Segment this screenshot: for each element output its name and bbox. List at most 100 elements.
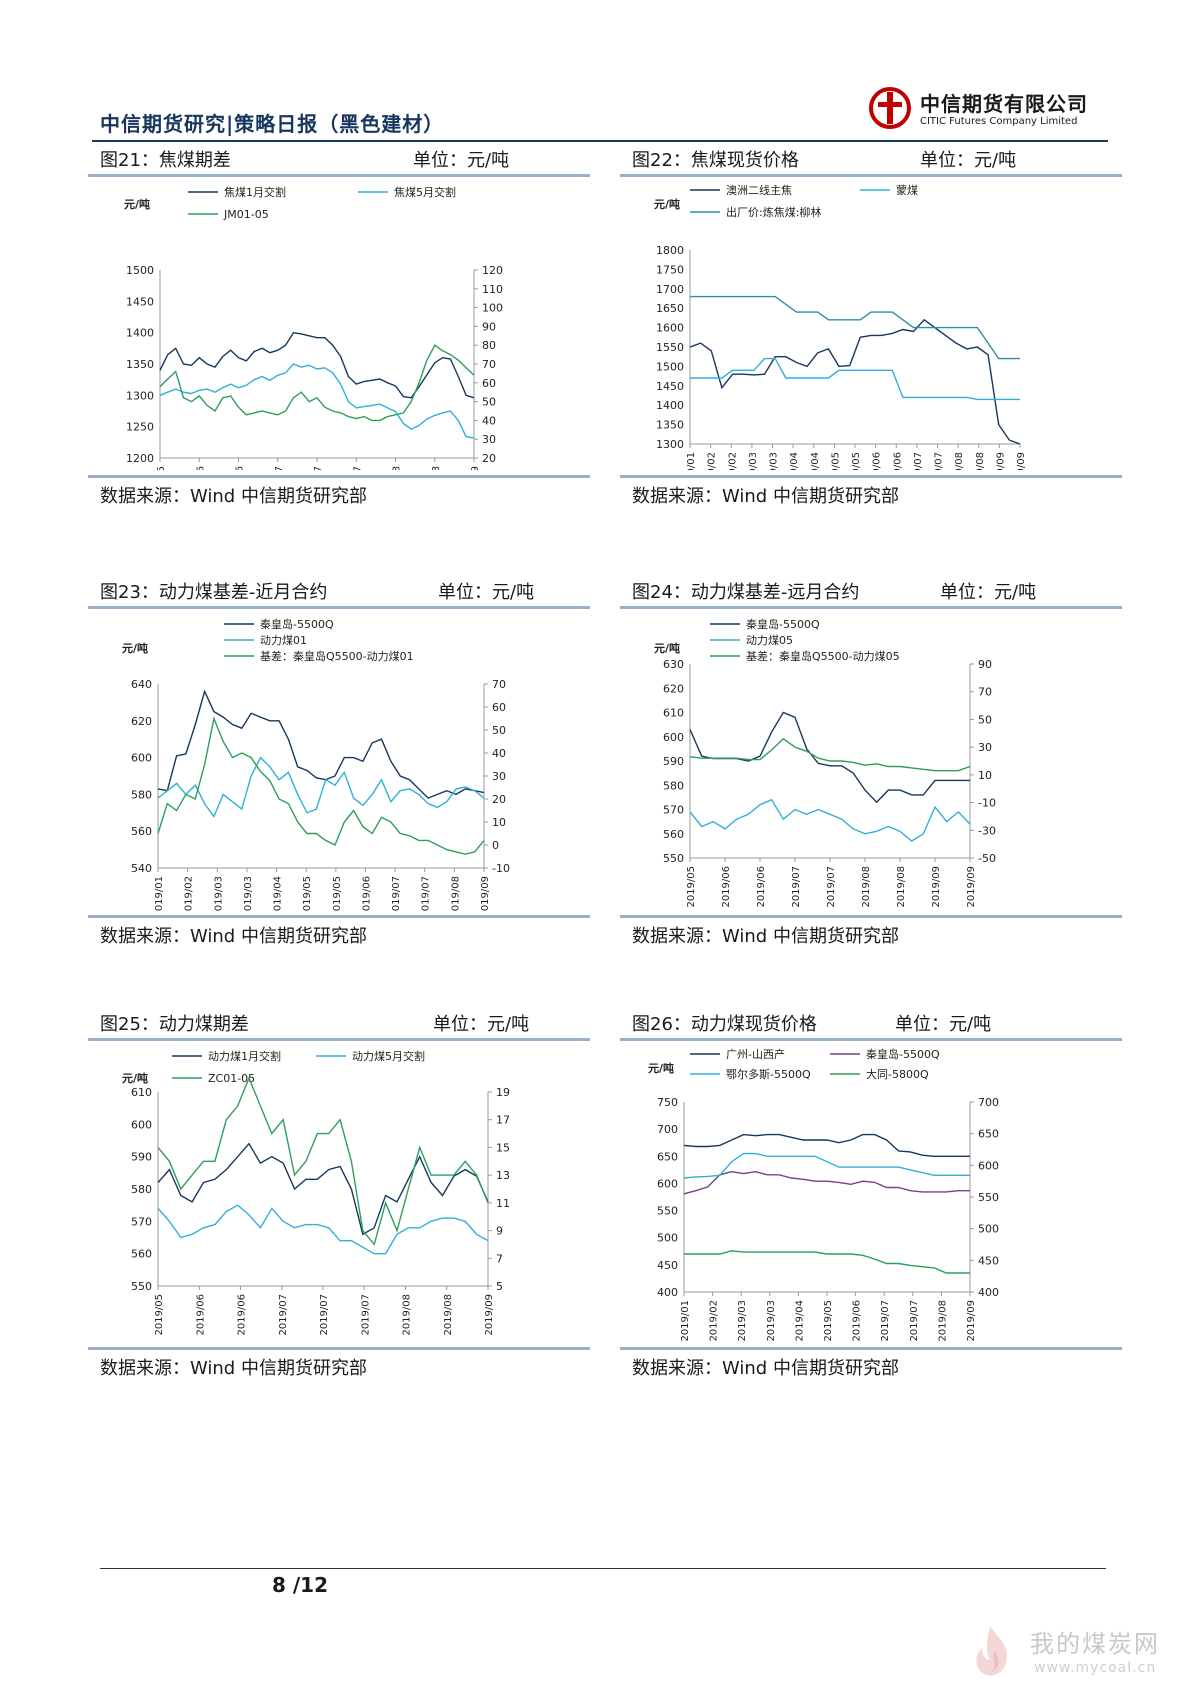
series-line [157,1076,489,1246]
x-tick-label: 2019/07 [913,452,924,470]
figure-source: 数据来源：Wind 中信期货研究部 [100,926,367,947]
figure-unit: 单位：元/吨 [413,150,510,171]
y-tick-label: 1400 [656,399,684,412]
y2-tick-label: 19 [496,1086,510,1099]
series-line [683,1133,970,1158]
y-tick-label: 1250 [126,421,154,434]
y2-tick-label: 15 [496,1141,510,1154]
y-tick-label: 1450 [126,295,154,308]
y-tick-label: 580 [131,788,152,801]
y-tick-label: 560 [131,1248,152,1261]
y-unit-label: 元/吨 [654,197,680,211]
x-tick-label: 2019/09 [995,452,1006,470]
y2-tick-label: 110 [482,283,503,296]
figure-bottom-rule [620,1347,1122,1350]
series-line [689,737,971,772]
y-tick-label: 570 [131,1215,152,1228]
y-tick-label: 610 [663,707,684,720]
series-line [684,1250,970,1274]
y-tick-label: 1400 [126,327,154,340]
y-tick-label: 1200 [126,452,154,465]
figure-unit: 单位：元/吨 [895,1014,992,1035]
x-tick-label: 2019/06 [872,452,883,470]
y2-tick-label: 50 [482,396,496,409]
legend-label: 焦煤1月交割 [224,185,286,199]
figure-source: 数据来源：Wind 中信期货研究部 [632,1358,899,1379]
x-tick-label: 2019/01 [686,452,697,470]
x-tick-label: 2019/04 [810,452,821,470]
x-tick-label: 2019/07 [826,866,837,908]
x-tick-label: 2019/06 [721,866,732,908]
x-tick-label: 2019/04 [789,452,800,470]
legend-label: 焦煤5月交割 [394,185,456,199]
series-line [157,716,485,855]
header-divider [92,140,1108,142]
figure-top-rule [620,1038,1122,1041]
y-tick-label: 1800 [656,244,684,257]
figure-bottom-rule [620,915,1122,918]
y-tick-label: 610 [131,1086,152,1099]
x-tick-label: 2019/05 [830,452,841,470]
figure-bottom-rule [88,915,590,918]
x-tick-label: 2019/07 [421,876,432,912]
y2-tick-label: 70 [978,686,992,699]
x-tick-label: 2019/07 [319,1294,330,1336]
series-line [159,344,475,422]
report-title: 中信期货研究|策略日报（黑色建材） [100,112,445,136]
legend-label: 动力煤05 [746,634,793,647]
logo-emblem-icon [869,87,911,129]
figure-source: 数据来源：Wind 中信期货研究部 [100,486,367,507]
x-tick-label: 2019/08 [861,866,872,908]
y2-tick-label: 70 [482,358,496,371]
legend-label: 动力煤1月交割 [208,1049,281,1063]
y2-tick-label: 90 [482,320,496,333]
legend-label: 广州-山西产 [726,1047,785,1061]
y2-tick-label: 0 [492,839,499,852]
x-tick-label: 2019/09 [470,466,481,470]
logo-name-en: CITIC Futures Company Limited [920,116,1078,127]
y2-tick-label: -10 [978,797,996,810]
x-tick-label: 2019/03 [748,452,759,470]
x-tick-label: 2019/03 [243,876,254,912]
x-tick-label: 2019/08 [402,1294,413,1336]
y-tick-label: 620 [131,715,152,728]
x-tick-label: 2019/04 [273,876,284,912]
company-logo: 中信期货有限公司 CITIC Futures Company Limited [868,86,1108,132]
flame-logo-icon [976,1626,1007,1676]
y2-tick-label: 550 [978,1191,999,1204]
x-tick-label: 2019/07 [909,1300,920,1342]
page-number: 8 /12 [272,1573,329,1597]
figure-unit: 单位：元/吨 [920,150,1017,171]
legend-label: 澳洲二线主焦 [726,183,792,197]
y2-tick-label: 600 [978,1159,999,1172]
y-tick-label: 580 [131,1183,152,1196]
y-tick-label: 590 [131,1151,152,1164]
x-tick-label: 2019/07 [313,466,324,470]
figure-title: 图22：焦煤现货价格 [632,150,799,171]
x-tick-label: 2019/05 [154,1294,165,1336]
y2-tick-label: 70 [492,678,506,691]
y-unit-label: 元/吨 [654,641,680,655]
figure-title: 图24：动力煤基差-远月合约 [632,582,860,603]
y2-tick-label: 17 [496,1114,510,1127]
x-tick-label: 2019/04 [794,1300,805,1342]
y-tick-label: 1750 [656,263,684,276]
figure-title: 图26：动力煤现货价格 [632,1014,817,1035]
figure-25-chart: 元/吨6106005905805705605501917151311975201… [122,1049,510,1336]
y2-tick-label: 700 [978,1096,999,1109]
legend-label: 出厂价:炼焦煤:柳林 [726,205,821,219]
y2-tick-label: 13 [496,1169,510,1182]
y-tick-label: 750 [657,1096,678,1109]
x-tick-label: 2019/09 [484,1294,495,1336]
x-tick-label: 2019/05 [156,466,167,470]
x-tick-label: 2019/01 [154,876,165,912]
x-tick-label: 2019/06 [237,1294,248,1336]
series-line [157,689,485,799]
y2-tick-label: 10 [978,769,992,782]
x-tick-label: 2019/08 [443,1294,454,1336]
y2-tick-label: 100 [482,302,503,315]
y2-tick-label: 500 [978,1223,999,1236]
y-tick-label: 1500 [656,360,684,373]
x-tick-label: 2019/07 [274,466,285,470]
y-unit-label: 元/吨 [648,1061,674,1075]
